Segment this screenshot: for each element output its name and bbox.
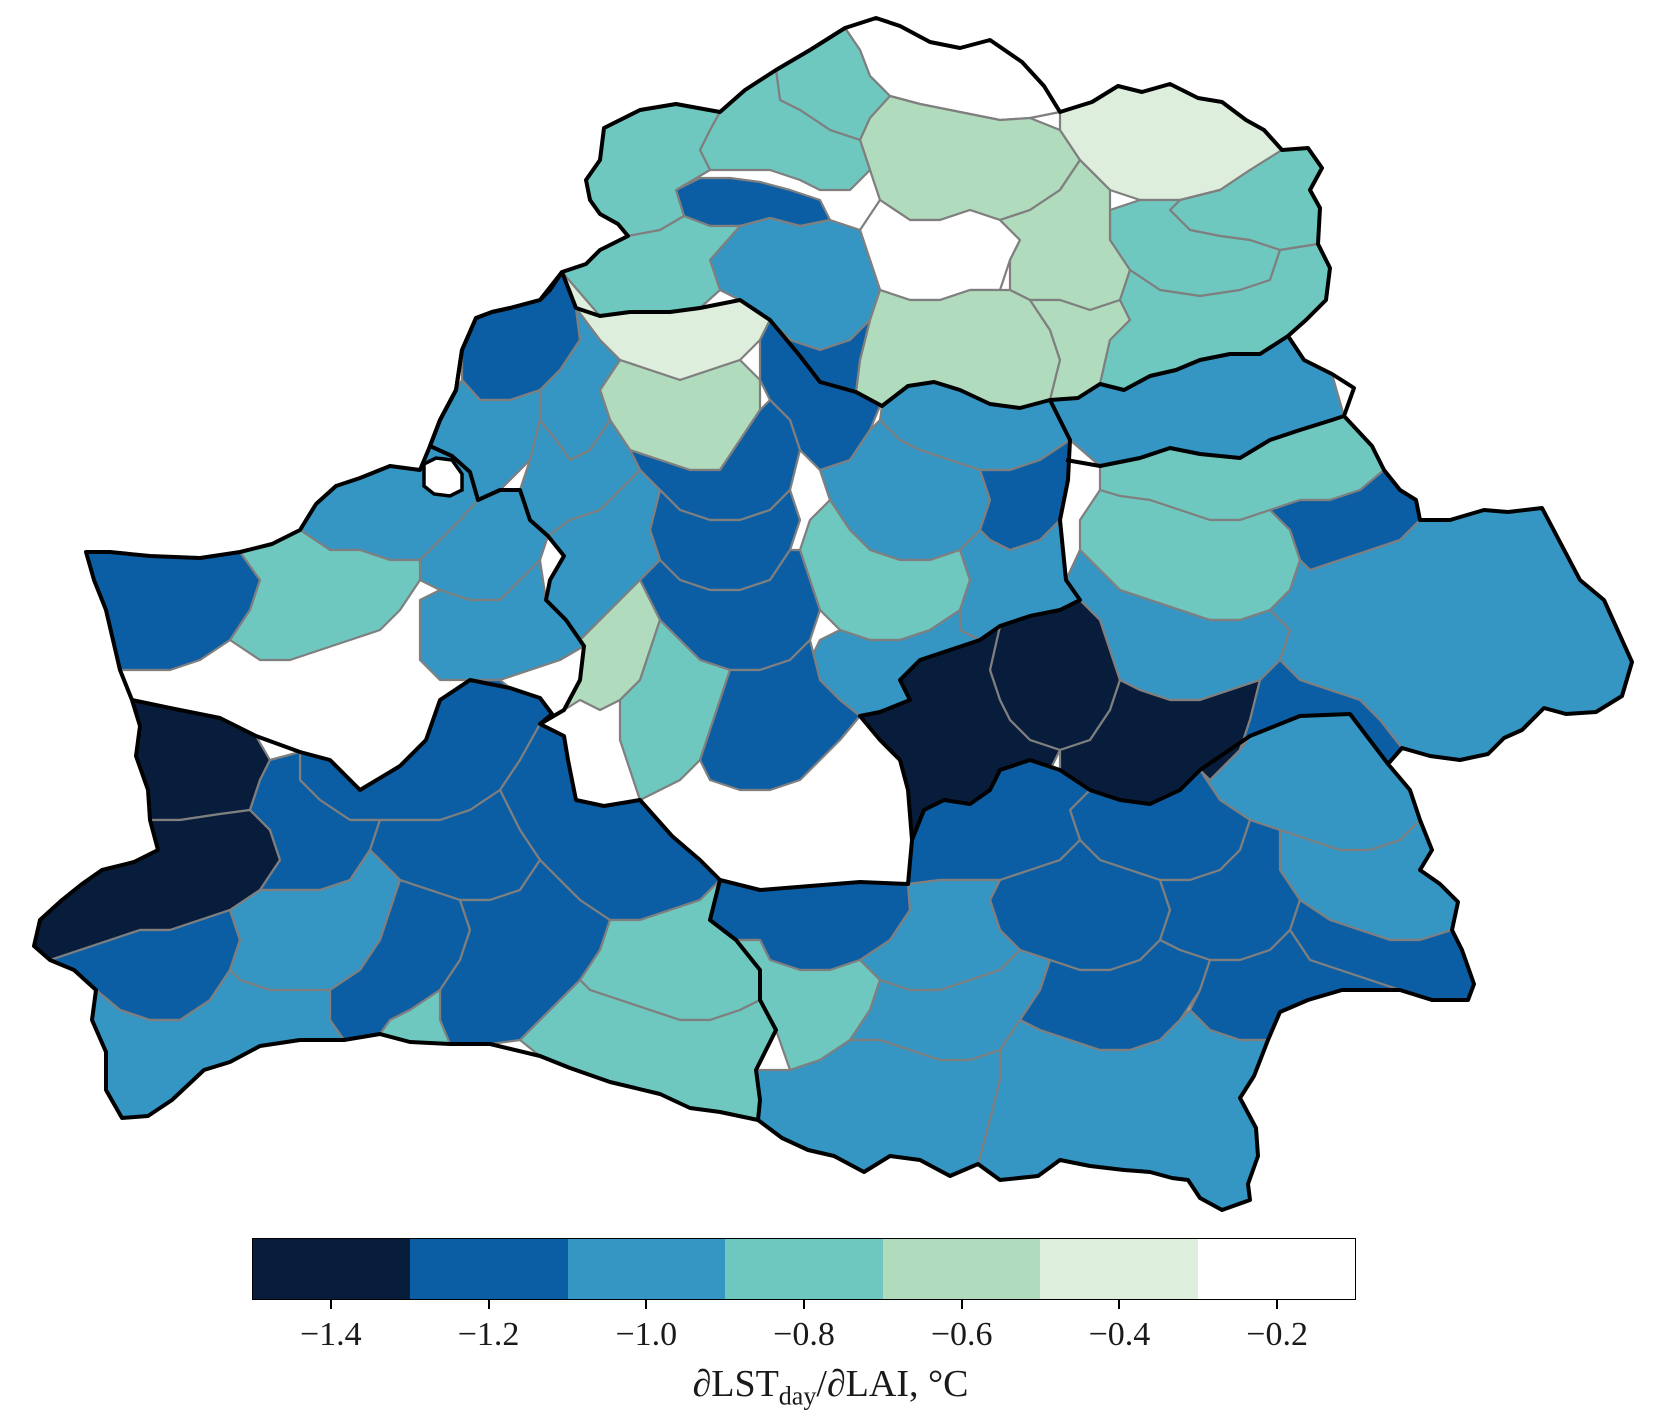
colorbar-bin bbox=[567, 1239, 726, 1299]
choropleth-map bbox=[32, 16, 1634, 1212]
district-region bbox=[84, 550, 262, 672]
oblast-border-brest-minsk-gomel bbox=[708, 879, 778, 1121]
oblast-border-vitebsk-minsk bbox=[560, 271, 1290, 410]
oblast-border-minsk-mogilev bbox=[858, 399, 1082, 841]
colorbar-tick-label: −1.4 bbox=[300, 1316, 362, 1353]
colorbar-bin bbox=[1040, 1239, 1198, 1299]
district-region bbox=[228, 528, 422, 662]
colorbar-bin bbox=[253, 1239, 411, 1299]
oblast-border-grodno-brest bbox=[131, 678, 722, 882]
colorbar-tick bbox=[329, 1300, 332, 1309]
colorbar-tick bbox=[1118, 1300, 1121, 1309]
district-region bbox=[418, 558, 586, 682]
oblast-border-minsk-gomel bbox=[719, 712, 1390, 892]
district-region bbox=[130, 698, 272, 822]
country-border bbox=[32, 16, 1634, 1212]
oblast-border-vitebsk-mogilev bbox=[1065, 414, 1345, 468]
oblast-borders bbox=[32, 16, 1634, 1212]
colorbar-tick-label: −1.2 bbox=[457, 1316, 520, 1353]
colorbar-tick-label: −0.8 bbox=[773, 1316, 835, 1353]
colorbar-tick-label: −0.2 bbox=[1246, 1316, 1308, 1353]
colorbar-tick-label: −1.0 bbox=[615, 1316, 678, 1353]
colorbar-title-subscript: day bbox=[778, 1381, 817, 1411]
colorbar-bin bbox=[1197, 1239, 1355, 1299]
colorbar-title: ∂LSTday/∂LAI, °C bbox=[0, 1362, 1661, 1412]
colorbar-title-rest: /∂LAI, °C bbox=[816, 1363, 969, 1405]
colorbar bbox=[252, 1238, 1356, 1300]
colorbar-title-main: ∂LST bbox=[692, 1363, 779, 1405]
district-region bbox=[674, 176, 832, 228]
colorbar-tick bbox=[803, 1300, 805, 1309]
district-layer bbox=[32, 16, 1634, 1212]
colorbar-tick bbox=[487, 1300, 490, 1309]
district-region bbox=[698, 638, 862, 792]
oblast-border-minsk-grodno bbox=[429, 444, 586, 726]
enclave-outline bbox=[422, 456, 464, 498]
colorbar-bin bbox=[410, 1239, 568, 1299]
colorbar-tick bbox=[1276, 1300, 1279, 1309]
colorbar-tick bbox=[960, 1300, 963, 1309]
oblast-border-vitebsk-grodno bbox=[428, 270, 564, 447]
colorbar-bin bbox=[882, 1239, 1041, 1299]
colorbar-tick-label: −0.4 bbox=[1088, 1316, 1151, 1353]
colorbar-tick bbox=[645, 1300, 648, 1309]
colorbar-bin bbox=[725, 1239, 883, 1299]
colorbar-tick-label: −0.6 bbox=[930, 1316, 993, 1353]
